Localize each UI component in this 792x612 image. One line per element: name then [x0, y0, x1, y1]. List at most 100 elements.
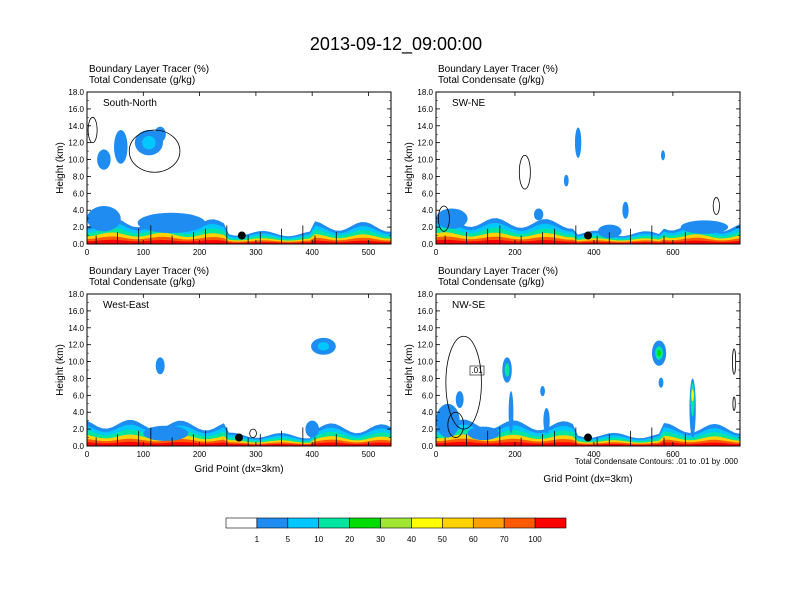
y-tick-label: 4.0: [73, 408, 85, 417]
y-axis-label: Height (km): [55, 142, 66, 194]
y-tick-label: 8.0: [422, 172, 434, 181]
plot-area: [87, 337, 391, 446]
x-tick-label: 600: [666, 450, 680, 459]
y-tick-label: 8.0: [73, 172, 85, 181]
contour-label-box: .01: [469, 365, 485, 376]
tracer-cell: [317, 342, 330, 351]
y-tick-label: 2.0: [422, 223, 434, 232]
tracer-cell: [467, 426, 500, 441]
y-tick-label: 0.0: [73, 442, 85, 451]
y-tick-label: 6.0: [422, 391, 434, 400]
tracer-cell: [574, 127, 582, 158]
condensate-contour: [445, 335, 482, 430]
condensate-contour: [249, 428, 257, 438]
y-tick-label: 18.0: [68, 290, 84, 299]
panel-subtitle: Total Condensate (g/kg): [438, 75, 544, 86]
location-marker: [235, 433, 243, 442]
x-tick-label: 200: [193, 248, 207, 257]
panel-west-east: 0.0 2.0 4.0 6.0 8.0 10.0 12.0 14.0 16.0 18.0 0 100 2…: [55, 266, 392, 459]
colorbar-swatch: [318, 517, 350, 529]
tracer-cell: [597, 224, 622, 239]
colorbar: 1 5 10 20 30 40 50 60 70 100: [225, 517, 567, 544]
x-tick-label: 200: [193, 450, 207, 459]
x-tick-label: 500: [362, 248, 376, 257]
tracer-cell: [508, 391, 514, 434]
y-tick-label: 18.0: [68, 88, 84, 97]
x-tick-label: 400: [587, 450, 601, 459]
y-tick-label: 8.0: [73, 374, 85, 383]
plot-frame: [86, 91, 392, 245]
colorbar-swatch: [225, 517, 258, 529]
tracer-cell: [114, 130, 128, 164]
plot-area: [436, 127, 740, 244]
panel-name: West-East: [103, 300, 149, 311]
panel-subtitle: Boundary Layer Tracer (%): [438, 266, 558, 277]
y-tick-label: 10.0: [417, 156, 433, 165]
condensate-contour: [712, 197, 720, 215]
tracer-cell: [87, 206, 121, 232]
y-axis-label: Height (km): [55, 344, 66, 396]
location-marker: [584, 231, 592, 240]
tracer-cell: [504, 363, 510, 377]
condensate-contour: [732, 396, 736, 411]
y-tick-label: 16.0: [417, 307, 433, 316]
x-tick-label: 600: [666, 248, 680, 257]
panel-subtitle: Boundary Layer Tracer (%): [89, 266, 209, 277]
tracer-cell: [455, 391, 464, 408]
y-tick-label: 16.0: [68, 105, 84, 114]
x-tick-label: 0: [434, 450, 439, 459]
tracer-cell: [97, 149, 111, 170]
y-tick-label: 10.0: [417, 358, 433, 367]
y-tick-label: 10.0: [68, 358, 84, 367]
x-tick-label: 400: [306, 450, 320, 459]
colorbar-swatch: [287, 517, 320, 529]
y-tick-label: 0.0: [73, 240, 85, 249]
y-tick-label: 2.0: [422, 425, 434, 434]
panel-subtitle: Boundary Layer Tracer (%): [89, 64, 209, 75]
y-tick-label: 4.0: [73, 206, 85, 215]
tracer-cell: [142, 135, 156, 150]
colorbar-label: 20: [345, 535, 354, 544]
x-tick-label: 100: [137, 248, 151, 257]
y-tick-label: 0.0: [422, 240, 434, 249]
y-tick-label: 14.0: [68, 122, 84, 131]
y-tick-label: 14.0: [417, 122, 433, 131]
colorbar-label: 60: [469, 535, 478, 544]
colorbar-swatch: [442, 517, 474, 529]
tracer-cell: [622, 201, 629, 219]
colorbar-label: 70: [500, 535, 509, 544]
panel-subtitle: Total Condensate (g/kg): [89, 277, 195, 288]
y-tick-label: 16.0: [417, 105, 433, 114]
panel-subtitle: Total Condensate (g/kg): [438, 277, 544, 288]
y-axis-label: Height (km): [404, 142, 415, 194]
plot-area: [436, 335, 740, 446]
contour-note: Total Condensate Contours: .01 to .01 by…: [575, 457, 739, 466]
y-tick-label: 12.0: [68, 341, 84, 350]
y-tick-label: 14.0: [417, 324, 433, 333]
colorbar-swatch: [256, 517, 289, 529]
condensate-contour: [128, 129, 181, 173]
tracer-cell: [661, 150, 665, 161]
panel-name: SW-NE: [452, 98, 485, 109]
colorbar-label: 40: [407, 535, 416, 544]
colorbar-label: 50: [438, 535, 447, 544]
panel-south-north: 0.0 2.0 4.0 6.0 8.0 10.0 12.0 14.0 16.0 18.0 0 100 2…: [55, 64, 392, 257]
colorbar-swatch: [472, 517, 505, 529]
colorbar-swatch: [349, 517, 381, 529]
panel-subtitle: Total Condensate (g/kg): [89, 75, 195, 86]
tracer-cell: [658, 377, 664, 388]
y-tick-label: 10.0: [68, 156, 84, 165]
x-tick-label: 300: [249, 248, 263, 257]
y-tick-label: 16.0: [68, 307, 84, 316]
y-tick-label: 6.0: [73, 189, 85, 198]
y-tick-label: 4.0: [422, 408, 434, 417]
colorbar-swatch: [380, 517, 412, 529]
panel-name: South-North: [103, 98, 157, 109]
y-tick-label: 2.0: [73, 425, 85, 434]
panel-subtitle: Boundary Layer Tracer (%): [438, 64, 558, 75]
condensate-contour: [732, 348, 737, 375]
x-tick-label: 0: [434, 248, 439, 257]
y-tick-label: 18.0: [417, 88, 433, 97]
condensate-contour: [437, 205, 450, 232]
